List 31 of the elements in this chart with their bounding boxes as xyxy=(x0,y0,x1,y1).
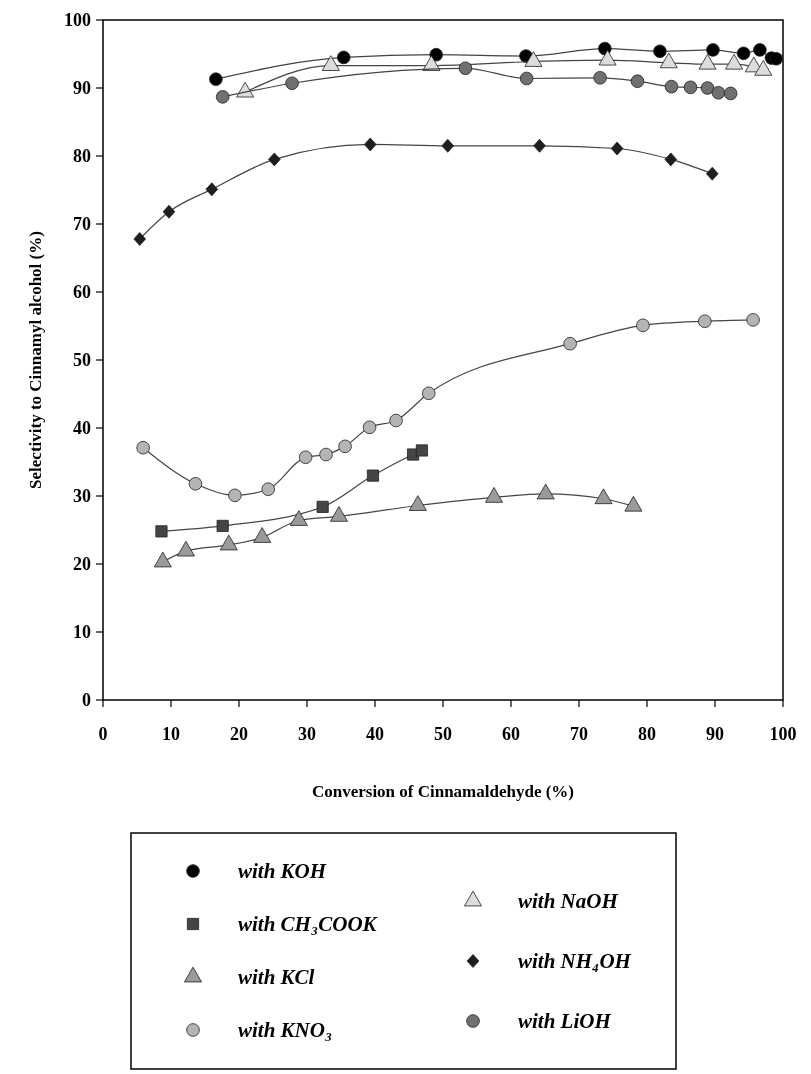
y-tick-label: 50 xyxy=(73,350,91,370)
x-tick-label: 80 xyxy=(638,724,656,744)
y-tick-label: 30 xyxy=(73,486,91,506)
y-tick-label: 0 xyxy=(82,690,91,710)
legend-label: with NaOH xyxy=(518,889,619,913)
legend-label: with KNO₃ xyxy=(238,1018,333,1042)
y-tick-label: 90 xyxy=(73,78,91,98)
y-tick-label: 10 xyxy=(73,622,91,642)
y-tick-label: 60 xyxy=(73,282,91,302)
y-tick-label: 100 xyxy=(64,10,91,30)
x-tick-label: 20 xyxy=(230,724,248,744)
x-tick-label: 40 xyxy=(366,724,384,744)
x-tick-label: 50 xyxy=(434,724,452,744)
x-tick-label: 10 xyxy=(162,724,180,744)
y-tick-label: 80 xyxy=(73,146,91,166)
y-tick-label: 40 xyxy=(73,418,91,438)
y-tick-label: 70 xyxy=(73,214,91,234)
legend-label: with LiOH xyxy=(518,1009,612,1033)
x-tick-label: 100 xyxy=(769,724,797,744)
x-tick-label: 60 xyxy=(502,724,520,744)
x-tick-label: 70 xyxy=(570,724,588,744)
x-axis-title: Conversion of Cinnamaldehyde (%) xyxy=(311,782,575,801)
y-tick-label: 20 xyxy=(73,554,91,574)
y-axis-title: Selectivity to Cinnamyl alcohol (%) xyxy=(26,231,45,489)
x-tick-label: 90 xyxy=(706,724,724,744)
x-tick-label: 0 xyxy=(98,724,108,744)
x-tick-label: 30 xyxy=(298,724,316,744)
legend-label: with NH₄OH xyxy=(518,949,632,973)
legend-label: with KCl xyxy=(238,965,315,989)
legend-label: with CH₃COOK xyxy=(238,912,379,936)
legend-label: with KOH xyxy=(238,859,327,883)
